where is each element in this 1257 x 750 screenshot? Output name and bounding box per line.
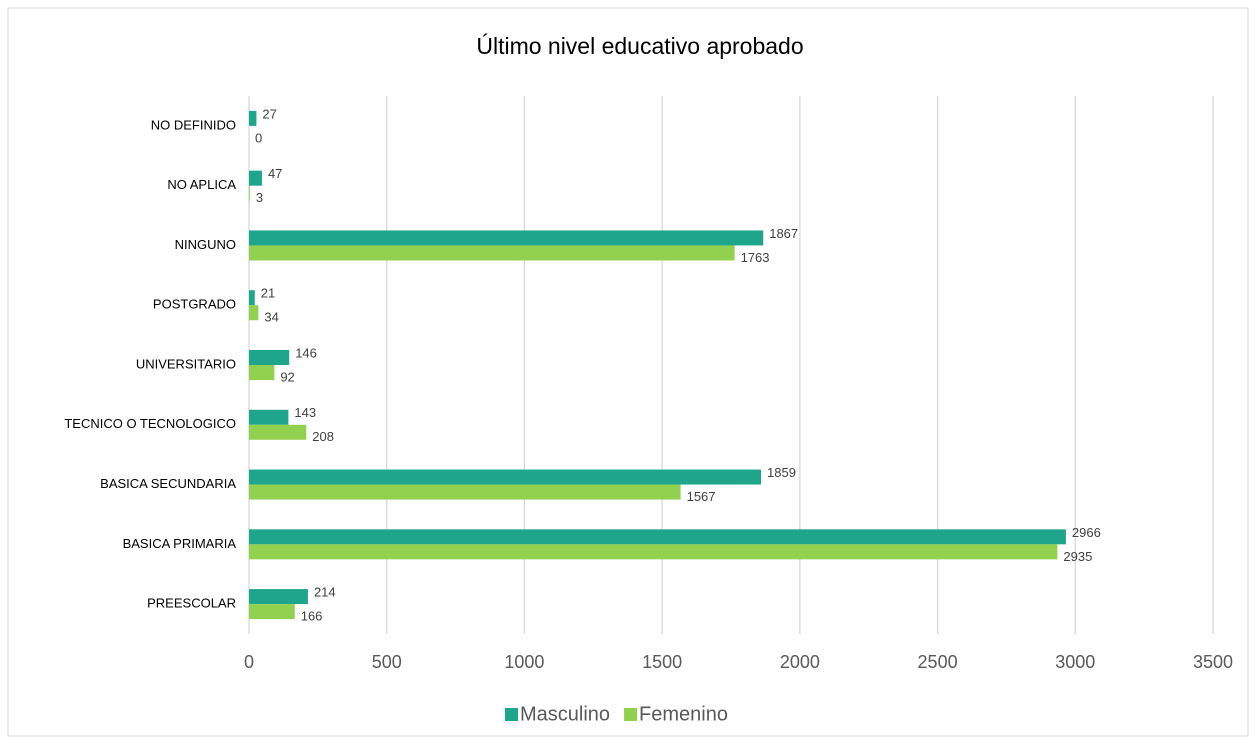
value-label: 2966 [1072, 525, 1101, 540]
bar [249, 230, 764, 246]
bar [249, 365, 275, 380]
legend-swatch [624, 708, 638, 721]
value-label: 2935 [1063, 549, 1092, 564]
legend-label: Masculino [520, 703, 610, 725]
bar [249, 529, 1066, 545]
value-label: 0 [255, 130, 262, 145]
bar [249, 170, 262, 186]
bar [249, 544, 1058, 560]
bar [249, 305, 259, 321]
y-tick-label: POSTGRADO [153, 297, 236, 312]
x-tick-label: 1500 [642, 652, 682, 672]
x-tick-label: 2000 [780, 652, 820, 672]
y-tick-label: PREESCOLAR [147, 596, 236, 611]
x-tick-label: 0 [244, 652, 254, 672]
value-label: 21 [261, 286, 275, 301]
value-label: 146 [295, 345, 317, 360]
x-tick-label: 1000 [504, 652, 544, 672]
bar [249, 290, 255, 306]
y-tick-label: UNIVERSITARIO [136, 356, 236, 371]
value-label: 166 [301, 609, 323, 624]
y-tick-label: NO APLICA [167, 177, 236, 192]
value-label: 1567 [687, 489, 716, 504]
bar [249, 424, 307, 440]
bar [249, 604, 295, 620]
value-label: 27 [262, 106, 276, 121]
value-label: 1859 [767, 465, 796, 480]
bar [249, 589, 308, 605]
value-label: 214 [314, 585, 336, 600]
x-tick-label: 2500 [918, 652, 958, 672]
legend-label: Femenino [639, 703, 728, 725]
x-tick-label: 500 [372, 652, 402, 672]
y-tick-label: TECNICO O TECNOLOGICO [64, 416, 236, 431]
x-tick-label: 3000 [1055, 652, 1095, 672]
value-label: 92 [280, 369, 294, 384]
chart-frame [7, 7, 1249, 737]
value-label: 1763 [741, 250, 770, 265]
bar [249, 409, 289, 425]
y-tick-label: BASICA SECUNDARIA [100, 476, 236, 491]
value-label: 47 [268, 166, 282, 181]
x-tick-label: 3500 [1193, 652, 1233, 672]
y-tick-label: NINGUNO [175, 237, 236, 252]
bar [249, 350, 290, 365]
value-label: 143 [294, 405, 316, 420]
bar [249, 185, 250, 201]
bar [249, 245, 735, 261]
value-label: 34 [264, 310, 278, 325]
bar [249, 469, 762, 485]
y-tick-label: BASICA PRIMARIA [123, 536, 237, 551]
bar [249, 484, 681, 500]
y-tick-label: NO DEFINIDO [151, 117, 236, 132]
chart-title: Último nivel educativo aprobado [476, 33, 803, 59]
legend-swatch [505, 708, 518, 721]
bar [249, 110, 257, 126]
value-label: 3 [256, 190, 263, 205]
value-label: 208 [312, 429, 334, 444]
value-label: 1867 [769, 226, 798, 241]
